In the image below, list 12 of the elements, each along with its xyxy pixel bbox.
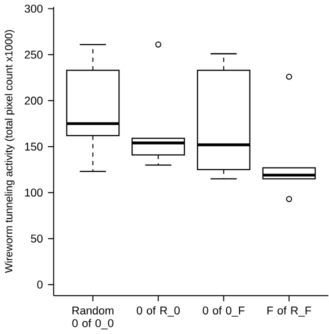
x-tick-label: 0 of R_0 (136, 306, 180, 317)
x-tick-label: Random 0 of 0_0 (72, 306, 114, 330)
y-tick-label: 50 (31, 234, 43, 243)
y-tick-label: 200 (24, 96, 43, 105)
y-tick-label: 100 (25, 188, 43, 197)
y-tick-label: 150 (25, 142, 43, 151)
y-tick-label: 300 (24, 4, 43, 13)
y-tick-label: 250 (24, 50, 43, 59)
x-tick-label: 0 of 0_F (202, 306, 245, 317)
x-tick-label: F of R_F (268, 306, 312, 317)
y-tick-label: 0 (37, 280, 43, 289)
y-axis-title: Wireworm tunneling activity (total pixel count x1000) (4, 30, 15, 274)
